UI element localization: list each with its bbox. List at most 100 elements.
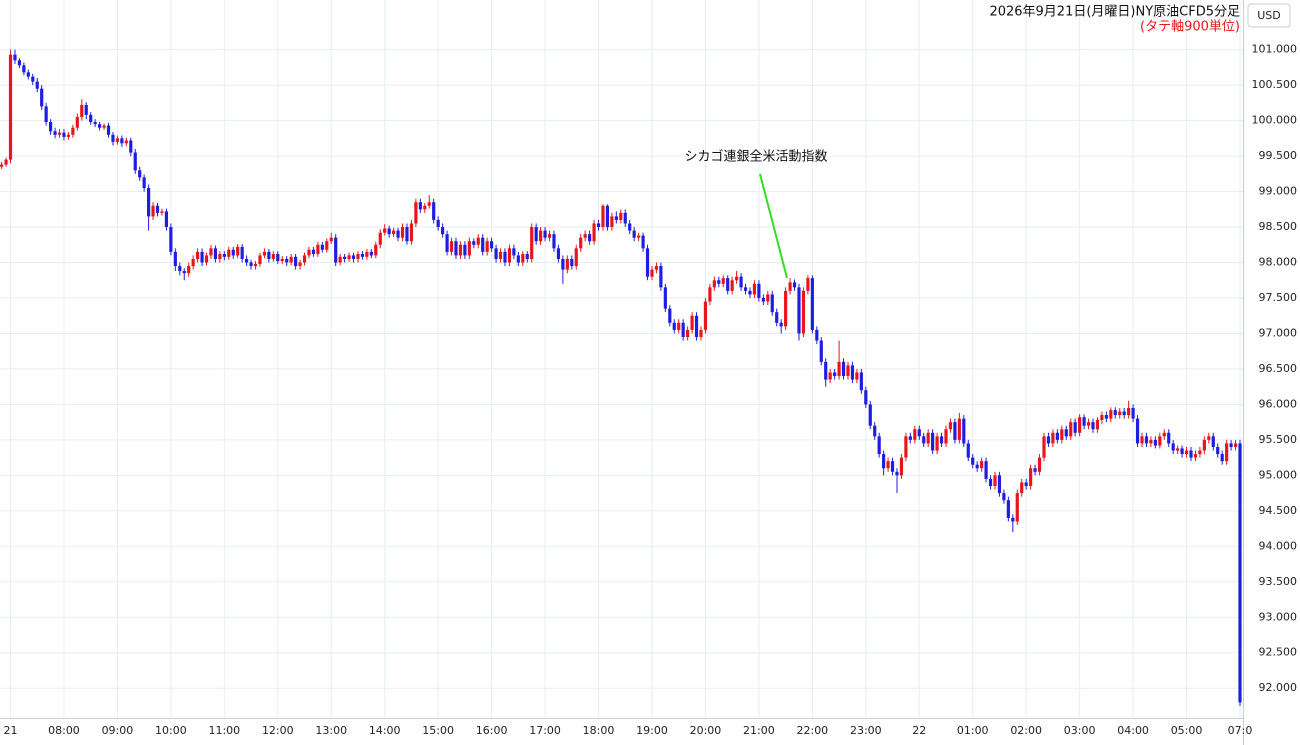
candle-body <box>543 230 547 238</box>
candle-body <box>98 124 102 128</box>
candle-body <box>833 372 837 377</box>
candle-body <box>302 255 307 263</box>
candle-body <box>1109 410 1113 419</box>
candle-body <box>26 72 30 77</box>
candle-body <box>1144 436 1149 444</box>
candle-body <box>628 223 632 231</box>
candle-body <box>1073 422 1077 433</box>
chart-title: 2026年9月21日(月曜日)NY原油CFD5分足 <box>989 5 1240 20</box>
y-tick-label: 101.000 <box>1252 43 1298 56</box>
candle-body <box>939 436 944 444</box>
y-tick-label: 100.500 <box>1252 78 1298 91</box>
candle-body <box>1127 407 1131 416</box>
candle-body <box>570 258 574 267</box>
candle-body <box>204 255 209 263</box>
candle-body <box>975 464 979 469</box>
candle-body <box>169 227 173 252</box>
candle-body <box>730 280 734 291</box>
candle-body <box>218 253 222 259</box>
candle-body <box>155 205 160 213</box>
y-tick-label: 94.000 <box>1259 539 1298 552</box>
candle-body <box>1184 450 1189 455</box>
candle-body <box>797 287 801 334</box>
candle-body <box>583 234 587 238</box>
candle-body <box>806 278 810 291</box>
candle-body <box>659 266 663 288</box>
annotation-pointer <box>759 173 788 279</box>
x-tick-label: 15:00 <box>422 724 454 737</box>
candle-body <box>1171 443 1175 451</box>
candle-body <box>249 262 253 267</box>
candle-body <box>962 418 966 444</box>
candle-body <box>828 372 832 380</box>
candle-body <box>864 390 868 405</box>
candle-body <box>873 425 877 437</box>
candle-body <box>1238 443 1242 703</box>
candle-body <box>516 255 520 263</box>
candle-body <box>31 76 35 82</box>
candle-body <box>770 294 774 313</box>
candle-body <box>400 227 405 238</box>
candle-body <box>748 290 752 295</box>
candle-body <box>824 361 828 380</box>
candle-body <box>1020 482 1024 494</box>
candle-body <box>106 125 111 135</box>
x-tick-label: 19:00 <box>636 724 668 737</box>
candle-body <box>850 365 855 380</box>
candle-body <box>1131 407 1135 419</box>
candle-body <box>423 205 427 210</box>
x-tick-label: 22 <box>912 724 926 737</box>
candle-body <box>173 251 177 267</box>
candle-body <box>44 106 48 123</box>
candle-body <box>463 244 467 256</box>
candle-body <box>147 188 151 217</box>
candle-body <box>1037 457 1042 472</box>
candle-body <box>592 223 596 242</box>
candle-body <box>151 205 155 217</box>
grid-layer <box>0 0 1243 718</box>
candle-body <box>124 140 128 144</box>
candle-body <box>485 241 489 252</box>
candle-body <box>694 315 699 338</box>
candle-body <box>57 132 62 135</box>
candle-body <box>111 134 115 142</box>
candle-body <box>392 230 396 235</box>
candle-body <box>623 212 627 224</box>
candle-body <box>182 271 186 274</box>
candle-body <box>476 237 480 245</box>
candle-body <box>565 258 569 270</box>
y-tick-label: 96.000 <box>1259 397 1298 410</box>
candle-body <box>227 249 231 257</box>
y-tick-label: 100.000 <box>1252 114 1298 127</box>
candle-body <box>521 253 525 263</box>
candle-body <box>699 329 703 338</box>
candle-body <box>498 251 503 259</box>
chart-subtitle: (タテ軸900単位) <box>1140 19 1240 35</box>
candle-body <box>632 230 636 238</box>
candle-body <box>294 256 298 267</box>
candle-body <box>1202 439 1206 451</box>
candle-body <box>1046 436 1051 444</box>
candle-body <box>271 253 275 259</box>
candle-body <box>779 322 783 327</box>
candle-body <box>311 249 316 254</box>
candle-body <box>841 361 846 377</box>
candle-body <box>1069 422 1073 437</box>
candle-body <box>846 365 850 377</box>
candle-body <box>703 301 708 330</box>
y-axis-unit: USD <box>1257 9 1281 22</box>
candle-body <box>441 227 445 235</box>
candle-body <box>619 212 623 220</box>
candle-body <box>596 223 601 228</box>
candle-body <box>351 255 356 259</box>
candle-body <box>561 258 565 270</box>
candle-body <box>13 54 17 61</box>
candle-body <box>654 266 659 270</box>
candle-body <box>980 461 984 469</box>
candle-body <box>22 65 26 73</box>
candle-body <box>1015 493 1019 522</box>
candle-body <box>80 105 84 118</box>
candle-body <box>712 280 716 288</box>
candle-body <box>579 237 583 249</box>
